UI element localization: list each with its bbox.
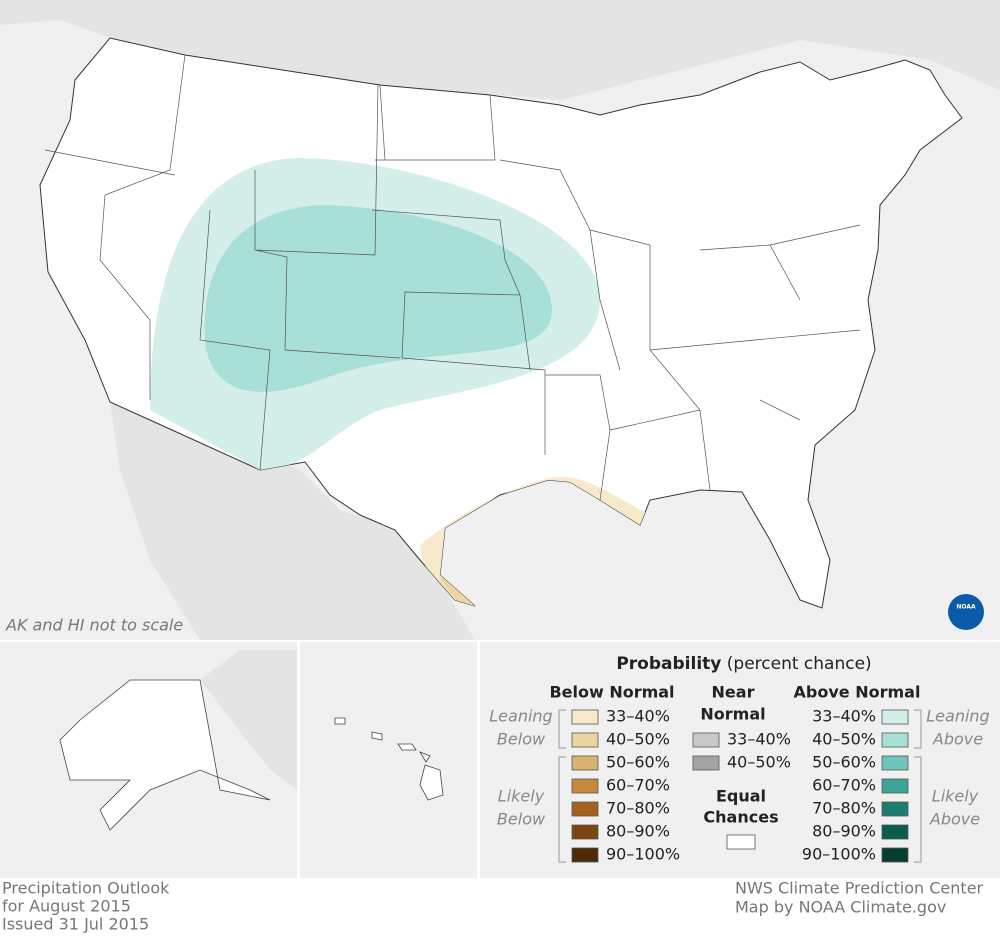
below-label: 70–80% (606, 799, 670, 818)
likely-below-text: Below (497, 810, 546, 829)
hawaii (334, 717, 444, 801)
above-swatch (881, 732, 909, 748)
likely-above-text: Likely (932, 787, 979, 806)
canada-inset (200, 650, 297, 790)
below-label: 33–40% (606, 707, 670, 726)
footer-left: Issued 31 Jul 2015 (2, 915, 149, 934)
below-heading: Below Normal (549, 683, 674, 702)
above-swatch (881, 824, 909, 840)
above-swatch (881, 709, 909, 725)
above-label: 50–60% (812, 753, 876, 772)
legend-title: Probability (percent chance) (616, 654, 871, 674)
likely-below-text: Likely (498, 787, 545, 806)
near-heading: Near (712, 683, 755, 702)
equal-swatch (726, 834, 756, 850)
above-label: 33–40% (812, 707, 876, 726)
below-label: 40–50% (606, 730, 670, 749)
near-label: 40–50% (727, 753, 791, 772)
bracket (914, 756, 922, 863)
near-swatch (692, 755, 720, 771)
below-label: 60–70% (606, 776, 670, 795)
near-swatch (692, 732, 720, 748)
state-borders (44, 54, 861, 501)
footer-left: Precipitation Outlook (2, 879, 170, 898)
leaning-above-text: Leaning (926, 707, 989, 726)
footer-left: for August 2015 (2, 897, 131, 916)
below-swatch (571, 801, 599, 817)
scale-note: AK and HI not to scale (5, 616, 183, 635)
near-heading: Normal (700, 705, 765, 724)
legend-title-main: Probability (616, 654, 721, 674)
below-label: 80–90% (606, 822, 670, 841)
below-label: 50–60% (606, 753, 670, 772)
alaska (59, 679, 271, 831)
above-swatch (881, 801, 909, 817)
above-label: 40–50% (812, 730, 876, 749)
logo-text: NOAA (956, 604, 976, 611)
mexico (110, 400, 475, 640)
above-label: 70–80% (812, 799, 876, 818)
below-swatch (571, 824, 599, 840)
bracket (914, 709, 922, 749)
canada (0, 0, 1000, 100)
below-swatch (571, 709, 599, 725)
legend-title-sub: (percent chance) (727, 654, 872, 674)
equal-heading: Chances (703, 808, 778, 827)
above-label: 80–90% (812, 822, 876, 841)
above-label: 90–100% (802, 845, 876, 864)
below-swatch (571, 847, 599, 863)
above-label: 60–70% (812, 776, 876, 795)
likely-above-text: Above (929, 810, 980, 829)
above-swatch (881, 778, 909, 794)
leaning-below-text: Below (497, 730, 546, 749)
bracket (558, 756, 566, 863)
hawaii-panel (300, 642, 477, 878)
above-swatch (881, 755, 909, 771)
equal-heading: Equal (716, 787, 766, 806)
below-swatch (571, 755, 599, 771)
leaning-above-text: Above (932, 730, 983, 749)
legend: Below Normal Near Normal Above Normal 33–40%… (489, 683, 989, 864)
above-heading: Above Normal (794, 683, 921, 702)
footer-right: Map by NOAA Climate.gov (735, 898, 946, 917)
above-swatch (881, 847, 909, 863)
below-swatch (571, 778, 599, 794)
bracket (558, 709, 566, 749)
below-label: 90–100% (606, 845, 680, 864)
noaa-logo (948, 594, 984, 630)
leaning-below-text: Leaning (489, 707, 552, 726)
below-swatch (571, 732, 599, 748)
near-label: 33–40% (727, 730, 791, 749)
footer-right: NWS Climate Prediction Center (735, 879, 984, 898)
